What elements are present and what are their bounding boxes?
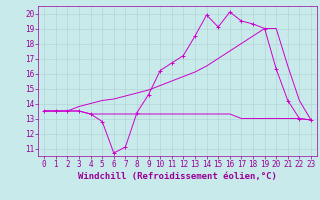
- X-axis label: Windchill (Refroidissement éolien,°C): Windchill (Refroidissement éolien,°C): [78, 172, 277, 181]
